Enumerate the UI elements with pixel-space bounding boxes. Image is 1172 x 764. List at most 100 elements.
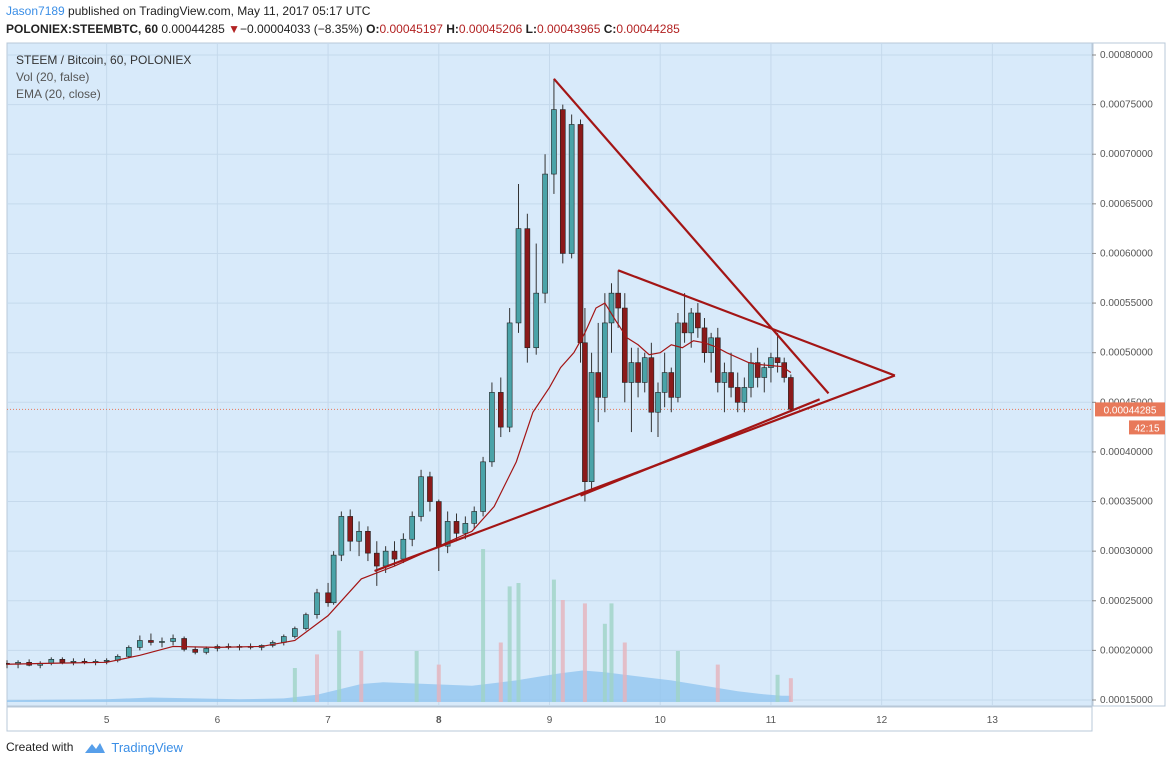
candle-body	[681, 322, 688, 334]
candle-body	[409, 516, 416, 540]
volume-bar	[622, 642, 627, 702]
time-axis[interactable]	[6, 706, 1093, 732]
candle-body	[480, 461, 486, 512]
tradingview-cloud-icon[interactable]	[83, 740, 107, 754]
candle-body	[754, 362, 761, 378]
tradingview-brand-link[interactable]: TradingView	[111, 739, 183, 755]
candle-body	[181, 638, 187, 650]
candle-body	[675, 322, 681, 398]
candle-body	[137, 640, 143, 648]
x-tick-label: 7	[325, 715, 331, 726]
x-tick-label: 5	[104, 715, 110, 726]
candle-body	[721, 372, 728, 383]
volume-bar	[414, 651, 419, 702]
y-tick-label: 0.00040000	[1100, 447, 1153, 458]
volume-bar	[507, 586, 512, 702]
volume-bar	[551, 579, 556, 702]
candle-body	[70, 660, 77, 663]
open-key: O:	[366, 22, 380, 36]
y-tick-label: 0.00050000	[1100, 348, 1153, 359]
price-change: −0.00004033 (−8.35%)	[240, 22, 363, 36]
candle-body	[427, 476, 433, 502]
candle-body	[497, 392, 504, 428]
candle-body	[551, 109, 557, 175]
trendline-inner-lower[interactable]	[580, 398, 821, 497]
candle-body	[734, 387, 741, 403]
candle-body	[577, 124, 584, 344]
candle-body	[768, 357, 774, 368]
ema-line	[6, 302, 792, 665]
volume-bar	[516, 583, 521, 702]
candle-body	[788, 377, 794, 410]
countdown-label: 42:15	[1134, 423, 1159, 434]
legend-ema[interactable]: EMA (20, close)	[16, 87, 101, 101]
candle-body	[435, 501, 442, 547]
y-tick-label: 0.00070000	[1100, 149, 1153, 160]
candle-body	[695, 312, 701, 329]
candle-body	[192, 649, 199, 653]
created-with-label: Created with	[6, 740, 74, 754]
candle-body	[661, 372, 668, 393]
candle-body	[170, 638, 176, 642]
price-axis[interactable]	[1092, 42, 1166, 707]
candle-body	[148, 640, 154, 643]
candle-body	[641, 357, 648, 383]
trendline-upper[interactable]	[553, 78, 830, 395]
candle-body	[391, 550, 398, 560]
candle-body	[325, 592, 331, 604]
volume-bar	[775, 674, 780, 702]
low-key: L:	[525, 22, 537, 36]
volume-bar	[337, 630, 342, 702]
price-chart[interactable]: 0.00080000 0.00075000 0.00070000 0.00065000…	[6, 42, 1166, 732]
candle-body	[588, 372, 595, 482]
volume-bar	[436, 664, 441, 702]
candle-body	[542, 173, 548, 294]
y-tick-label: 0.00020000	[1100, 645, 1153, 656]
ema	[6, 302, 792, 665]
candle-body	[159, 641, 165, 643]
y-tick-label: 0.00025000	[1100, 596, 1153, 607]
chart-frame[interactable]: 0.00080000 0.00075000 0.00070000 0.00065000…	[6, 42, 1166, 732]
candle-body	[462, 523, 469, 534]
candle-body	[453, 521, 460, 534]
candle-body	[125, 647, 132, 657]
footer: Created with TradingView	[6, 738, 183, 756]
candle-body	[382, 550, 389, 567]
published-text: published on TradingView.com, May 11, 20…	[64, 4, 371, 18]
volume-bar	[292, 668, 297, 702]
close-key: C:	[603, 22, 617, 36]
candle-body	[330, 554, 337, 604]
legend-vol[interactable]: Vol (20, false)	[16, 70, 89, 84]
candle-body	[688, 312, 695, 334]
candle-body	[741, 387, 748, 403]
y-tick-label: 0.00060000	[1100, 248, 1153, 259]
x-tick-label: 10	[655, 715, 667, 726]
x-tick-label: 6	[215, 715, 221, 726]
candle-body	[774, 357, 781, 363]
volume-bar	[602, 623, 607, 702]
y-tick-label: 0.00065000	[1100, 199, 1153, 210]
candle-body	[748, 362, 754, 388]
volume-bar	[788, 678, 793, 702]
candle-body	[338, 516, 345, 556]
trendline-inner-upper[interactable]	[617, 269, 896, 377]
candle-body	[303, 614, 309, 629]
trendlines[interactable]	[374, 78, 896, 573]
x-tick-label: 13	[987, 715, 999, 726]
author-link[interactable]: Jason7189	[6, 4, 65, 18]
volume	[7, 549, 793, 702]
candle-body	[489, 392, 495, 463]
candle-body	[515, 228, 522, 324]
y-tick-label: 0.00030000	[1100, 546, 1153, 557]
volume-bar	[481, 549, 486, 702]
y-tick-label: 0.00015000	[1100, 695, 1153, 706]
candle-body	[635, 362, 641, 383]
volume-bar	[675, 651, 680, 702]
candle-body	[615, 292, 621, 309]
candles	[6, 78, 794, 669]
x-tick-label: 8	[436, 715, 442, 726]
x-tick-label: 11	[766, 715, 777, 726]
x-tick-label: 9	[547, 715, 553, 726]
candle-body	[373, 552, 380, 567]
volume-bar	[359, 651, 364, 702]
